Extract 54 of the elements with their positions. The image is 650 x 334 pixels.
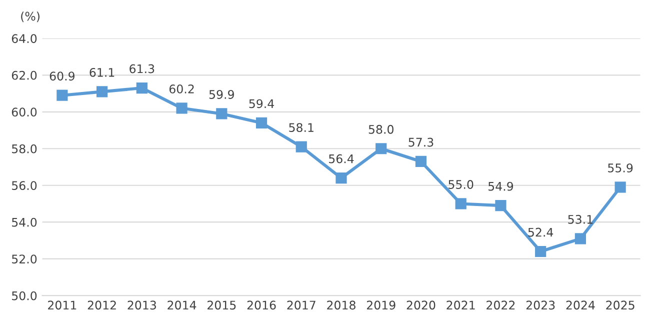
data-label: 58.1 <box>289 123 314 132</box>
x-tick-label: 2020 <box>406 300 436 310</box>
x-tick-label: 2016 <box>247 300 276 310</box>
x-tick-label: 2014 <box>168 300 196 310</box>
data-label: 59.9 <box>209 90 234 99</box>
point <box>455 198 466 210</box>
y-tick-label: 62.0 <box>12 70 37 80</box>
x-tick-label: 2012 <box>88 300 116 310</box>
data-label: 56.4 <box>329 154 354 164</box>
data-label: 58.0 <box>368 124 394 134</box>
y-tick-label: 58.0 <box>12 144 37 154</box>
data-label: 59.4 <box>249 99 274 108</box>
data-label: 60.9 <box>50 72 74 81</box>
data-label: 60.2 <box>169 84 194 94</box>
point <box>96 86 108 98</box>
x-tick-label: 2025 <box>606 300 634 310</box>
data-label: 61.3 <box>130 64 154 74</box>
x-tick-label: 2013 <box>128 300 156 310</box>
x-tick-label: 2015 <box>207 300 236 310</box>
point <box>614 182 626 193</box>
point <box>136 82 148 94</box>
data-label: 52.4 <box>528 228 554 237</box>
y-tick-label: 64.0 <box>12 34 37 44</box>
point <box>535 246 546 258</box>
point <box>574 233 586 244</box>
x-tick-label: 2022 <box>486 300 515 310</box>
x-tick-label: 2023 <box>526 300 555 310</box>
x-tick-label: 2021 <box>446 300 475 310</box>
x-tick-label: 2024 <box>566 300 595 310</box>
data-label: 54.9 <box>488 182 514 191</box>
y-tick-label: 52.0 <box>12 254 37 264</box>
data-label: 53.1 <box>568 214 593 224</box>
x-tick-label: 2019 <box>366 300 396 310</box>
point <box>296 141 307 152</box>
point <box>415 156 427 168</box>
point <box>495 200 506 212</box>
x-tick-label: 2017 <box>287 300 316 310</box>
point <box>376 143 387 154</box>
x-tick-label: 2018 <box>327 300 356 310</box>
data-label: 55.9 <box>608 163 633 172</box>
data-label: 55.0 <box>448 180 474 189</box>
point <box>56 90 68 101</box>
y-tick-label: 56.0 <box>12 181 37 190</box>
x-tick-label: 2011 <box>48 300 76 310</box>
y-tick-label: 54.0 <box>12 218 37 227</box>
data-label: 61.1 <box>90 68 114 77</box>
y-axis-title: (%) <box>21 12 40 22</box>
point <box>336 172 347 184</box>
point <box>216 108 228 120</box>
data-label: 57.3 <box>408 138 434 147</box>
y-tick-label: 60.0 <box>12 108 37 117</box>
y-tick-label: 50.0 <box>12 291 37 300</box>
point <box>176 102 188 114</box>
point <box>256 117 268 128</box>
